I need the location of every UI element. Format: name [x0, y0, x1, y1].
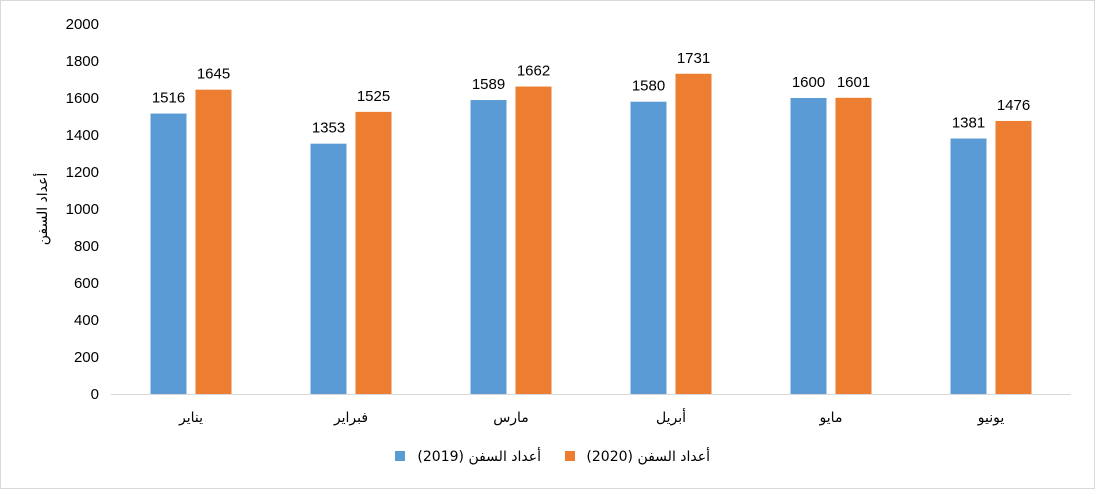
bar-value-label: 1600	[792, 74, 825, 91]
bar-value-label: 1645	[197, 66, 230, 83]
category-label: مارس	[493, 410, 529, 426]
y-tick-label: 1800	[66, 53, 99, 70]
legend-swatch	[565, 451, 575, 461]
data-labels: 1516 1645 1353 1525 1589 1662 1580 1731 1600 1601…	[152, 50, 1030, 137]
legend-label: أعداد السفن (2020)	[586, 447, 710, 465]
bars	[150, 73, 1032, 395]
y-tick-label: 600	[74, 275, 99, 292]
bar-value-label: 1589	[472, 76, 505, 93]
category-label: يونيو	[977, 410, 1005, 426]
bar-value-label: 1601	[837, 74, 870, 91]
y-tick-label: 200	[74, 349, 99, 366]
y-tick-label: 1600	[66, 90, 99, 107]
bar-2019	[470, 100, 507, 394]
bar-2020	[675, 73, 712, 394]
y-tick-label: 1400	[66, 127, 99, 144]
bar-2019	[950, 138, 987, 394]
bar-value-label: 1731	[677, 50, 710, 67]
bar-value-label: 1353	[312, 120, 345, 137]
y-tick-label: 0	[91, 386, 99, 403]
category-labels: يناير فبراير مارس أبريل مايو يونيو	[178, 408, 1004, 426]
bar-value-label: 1662	[517, 63, 550, 80]
legend: أعداد السفن (2019) أعداد السفن (2020)	[395, 447, 710, 465]
category-label: يناير	[178, 410, 203, 426]
y-tick-label: 1000	[66, 201, 99, 218]
bar-2020	[355, 111, 392, 394]
bar-value-label: 1381	[952, 115, 985, 132]
bar-2019	[310, 143, 347, 394]
bar-2020	[835, 97, 872, 394]
bar-2019	[150, 113, 187, 394]
y-tick-label: 1200	[66, 164, 99, 181]
y-tick-label: 800	[74, 238, 99, 255]
bar-2019	[790, 98, 827, 394]
y-axis-title: أعداد السفن	[33, 173, 51, 246]
bar-2020	[195, 89, 232, 395]
bar-value-label: 1516	[152, 90, 185, 107]
bar-value-label: 1525	[357, 88, 390, 105]
category-label: أبريل	[656, 408, 686, 426]
category-label: مايو	[819, 410, 843, 426]
legend-label: أعداد السفن (2019)	[417, 447, 541, 465]
bar-2020	[515, 86, 552, 394]
legend-swatch	[395, 451, 405, 461]
bar-2020	[995, 120, 1032, 394]
y-tick-label: 2000	[66, 16, 99, 33]
bar-value-label: 1476	[997, 97, 1030, 114]
bar-value-label: 1580	[632, 78, 665, 95]
category-label: فبراير	[333, 410, 368, 426]
y-tick-label: 400	[74, 312, 99, 329]
bar-2019	[630, 101, 667, 394]
y-axis-ticks: 0 200 400 600 800 1000 1200 1400 1600 1800 2000	[66, 16, 99, 403]
